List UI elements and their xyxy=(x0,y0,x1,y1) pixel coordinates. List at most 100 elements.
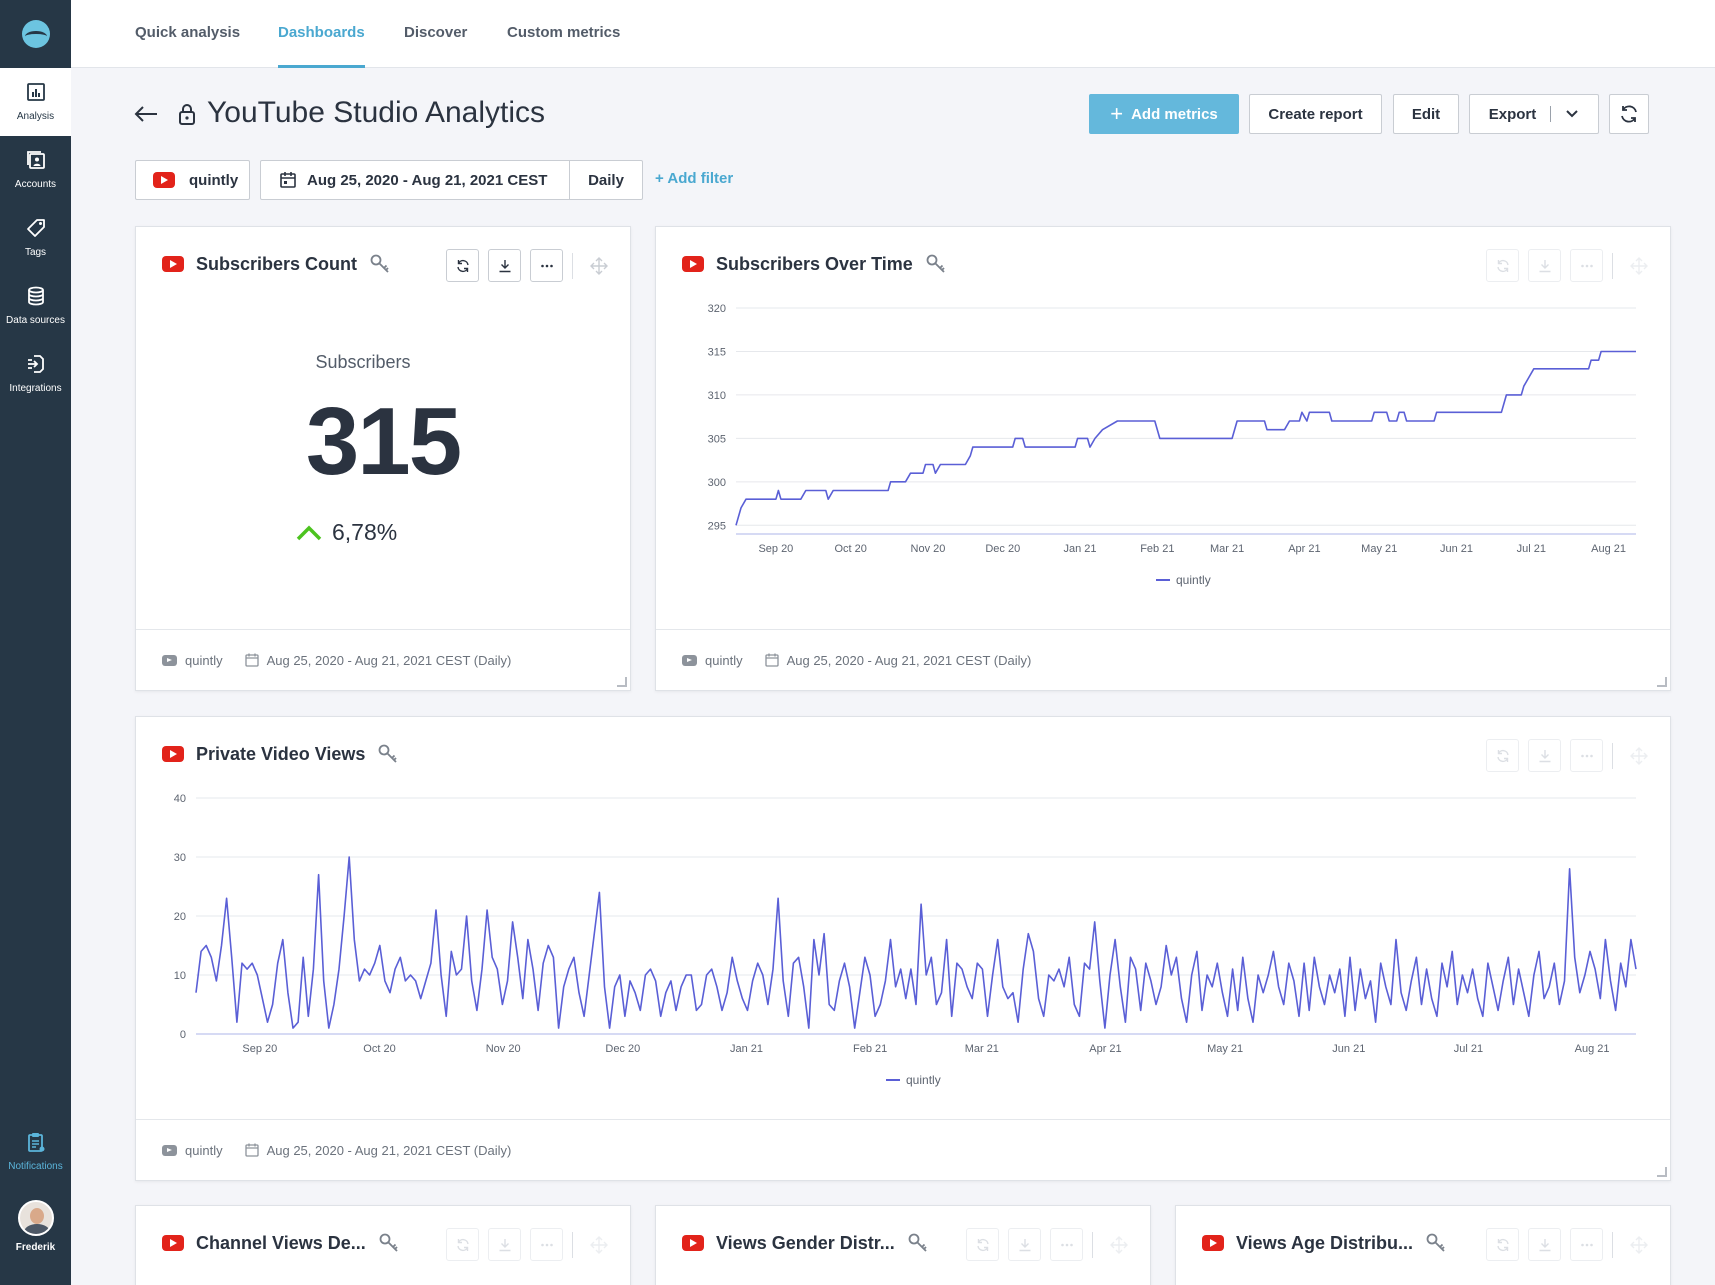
sidebar-item-notifications[interactable]: Notifications xyxy=(0,1118,71,1186)
resize-handle[interactable] xyxy=(1657,677,1667,687)
add-metrics-button[interactable]: + Add metrics xyxy=(1089,94,1239,134)
download-icon xyxy=(1539,1238,1550,1251)
sidebar-item-data-sources[interactable]: Data sources xyxy=(0,272,71,340)
download-widget-button[interactable] xyxy=(488,249,521,282)
x-tick-label: Jan 21 xyxy=(1064,543,1097,555)
sidebar-item-label: Notifications xyxy=(8,1161,63,1172)
tab-custom-metrics[interactable]: Custom metrics xyxy=(507,24,621,41)
more-options-button[interactable] xyxy=(1570,739,1603,772)
date-range-filter[interactable]: Aug 25, 2020 - Aug 21, 2021 CEST Daily xyxy=(260,160,643,200)
move-handle[interactable] xyxy=(1102,1228,1135,1261)
y-tick-label: 305 xyxy=(708,433,726,445)
tab-discover[interactable]: Discover xyxy=(404,24,468,41)
download-widget-button[interactable] xyxy=(1528,1228,1561,1261)
divider xyxy=(1550,106,1552,122)
sidebar: Analysis Accounts Tags Data sources Inte… xyxy=(0,0,71,1285)
y-tick-label: 300 xyxy=(708,477,726,489)
more-options-button[interactable] xyxy=(1050,1228,1083,1261)
refresh-widget-button[interactable] xyxy=(966,1228,999,1261)
resize-handle[interactable] xyxy=(617,677,627,687)
profile-filter-label: quintly xyxy=(189,171,239,189)
add-filter-link[interactable]: + Add filter xyxy=(655,170,734,187)
sidebar-item-accounts[interactable]: Accounts xyxy=(0,136,71,204)
download-icon xyxy=(499,259,510,272)
refresh-widget-button[interactable] xyxy=(1486,739,1519,772)
x-tick-label: Sep 20 xyxy=(758,543,793,555)
sidebar-item-tags[interactable]: Tags xyxy=(0,204,71,272)
sidebar-item-label: Analysis xyxy=(16,111,55,122)
more-icon xyxy=(1580,754,1593,757)
card-footer: quintly Aug 25, 2020 - Aug 21, 2021 CEST… xyxy=(656,629,1670,690)
x-tick-label: Nov 20 xyxy=(911,543,946,555)
move-handle[interactable] xyxy=(1622,739,1655,772)
move-handle[interactable] xyxy=(1622,1228,1655,1261)
interval-select[interactable]: Daily xyxy=(588,171,624,189)
download-widget-button[interactable] xyxy=(488,1228,521,1261)
youtube-icon xyxy=(162,1144,177,1156)
download-widget-button[interactable] xyxy=(1008,1228,1041,1261)
refresh-icon xyxy=(1496,1238,1509,1251)
youtube-icon xyxy=(162,256,184,272)
sidebar-item-analysis[interactable]: Analysis xyxy=(0,68,71,136)
x-tick-label: Feb 21 xyxy=(1140,543,1174,555)
card-header: Views Age Distribu... xyxy=(1202,1232,1447,1254)
y-tick-label: 320 xyxy=(708,303,726,315)
refresh-widget-button[interactable] xyxy=(1486,249,1519,282)
series-line-quintly xyxy=(195,856,1637,1029)
footer-profile: quintly xyxy=(705,652,743,668)
x-tick-label: Nov 20 xyxy=(486,1043,521,1055)
more-options-button[interactable] xyxy=(530,1228,563,1261)
refresh-widget-button[interactable] xyxy=(1486,1228,1519,1261)
x-tick-label: Jul 21 xyxy=(1454,1043,1483,1055)
resize-handle[interactable] xyxy=(1657,1167,1667,1177)
key-icon[interactable] xyxy=(369,253,391,275)
move-icon xyxy=(589,1235,608,1254)
tab-quick-analysis[interactable]: Quick analysis xyxy=(135,24,241,41)
more-icon xyxy=(1580,1243,1593,1246)
user-menu[interactable]: Frederik xyxy=(0,1200,71,1270)
refresh-widget-button[interactable] xyxy=(446,1228,479,1261)
key-icon[interactable] xyxy=(907,1232,929,1254)
app-logo[interactable] xyxy=(0,0,71,68)
key-icon[interactable] xyxy=(1425,1232,1447,1254)
key-icon[interactable] xyxy=(378,1232,400,1254)
chevron-down-icon[interactable] xyxy=(1565,109,1579,119)
move-handle[interactable] xyxy=(582,1228,615,1261)
x-tick-label: Oct 20 xyxy=(834,543,866,555)
download-widget-button[interactable] xyxy=(1528,739,1561,772)
kpi-value: 315 xyxy=(305,388,462,495)
add-metrics-label: Add metrics xyxy=(1131,105,1218,123)
sidebar-item-integrations[interactable]: Integrations xyxy=(0,340,71,408)
more-options-button[interactable] xyxy=(1570,249,1603,282)
clipboard-icon xyxy=(27,1133,44,1152)
refresh-icon xyxy=(1496,749,1509,762)
views-age-card: Views Age Distribu... xyxy=(1175,1205,1671,1285)
x-tick-label: Aug 21 xyxy=(1591,543,1626,555)
more-options-button[interactable] xyxy=(530,249,563,282)
download-widget-button[interactable] xyxy=(1528,249,1561,282)
refresh-dashboard-button[interactable] xyxy=(1609,94,1649,134)
tab-dashboards[interactable]: Dashboards xyxy=(278,0,365,68)
refresh-widget-button[interactable] xyxy=(446,249,479,282)
move-handle[interactable] xyxy=(582,249,615,282)
profile-filter[interactable]: quintly xyxy=(135,160,250,200)
logo-icon xyxy=(21,20,50,48)
channel-views-card: Channel Views De... xyxy=(135,1205,631,1285)
move-handle[interactable] xyxy=(1622,249,1655,282)
divider xyxy=(1612,742,1613,769)
user-name: Frederik xyxy=(15,1242,56,1253)
x-tick-label: Dec 20 xyxy=(605,1043,640,1055)
edit-button[interactable]: Edit xyxy=(1393,94,1459,134)
x-tick-label: Oct 20 xyxy=(363,1043,395,1055)
key-icon[interactable] xyxy=(925,253,947,275)
key-icon[interactable] xyxy=(377,743,399,765)
export-button[interactable]: Export xyxy=(1469,94,1599,134)
create-report-button[interactable]: Create report xyxy=(1249,94,1382,134)
more-options-button[interactable] xyxy=(1570,1228,1603,1261)
x-tick-label: Dec 20 xyxy=(985,543,1020,555)
date-range-picker[interactable]: Aug 25, 2020 - Aug 21, 2021 CEST xyxy=(261,161,570,199)
divider xyxy=(572,252,573,279)
x-tick-label: Apr 21 xyxy=(1288,543,1320,555)
back-arrow-icon[interactable] xyxy=(133,102,159,126)
x-tick-label: Jun 21 xyxy=(1332,1043,1365,1055)
